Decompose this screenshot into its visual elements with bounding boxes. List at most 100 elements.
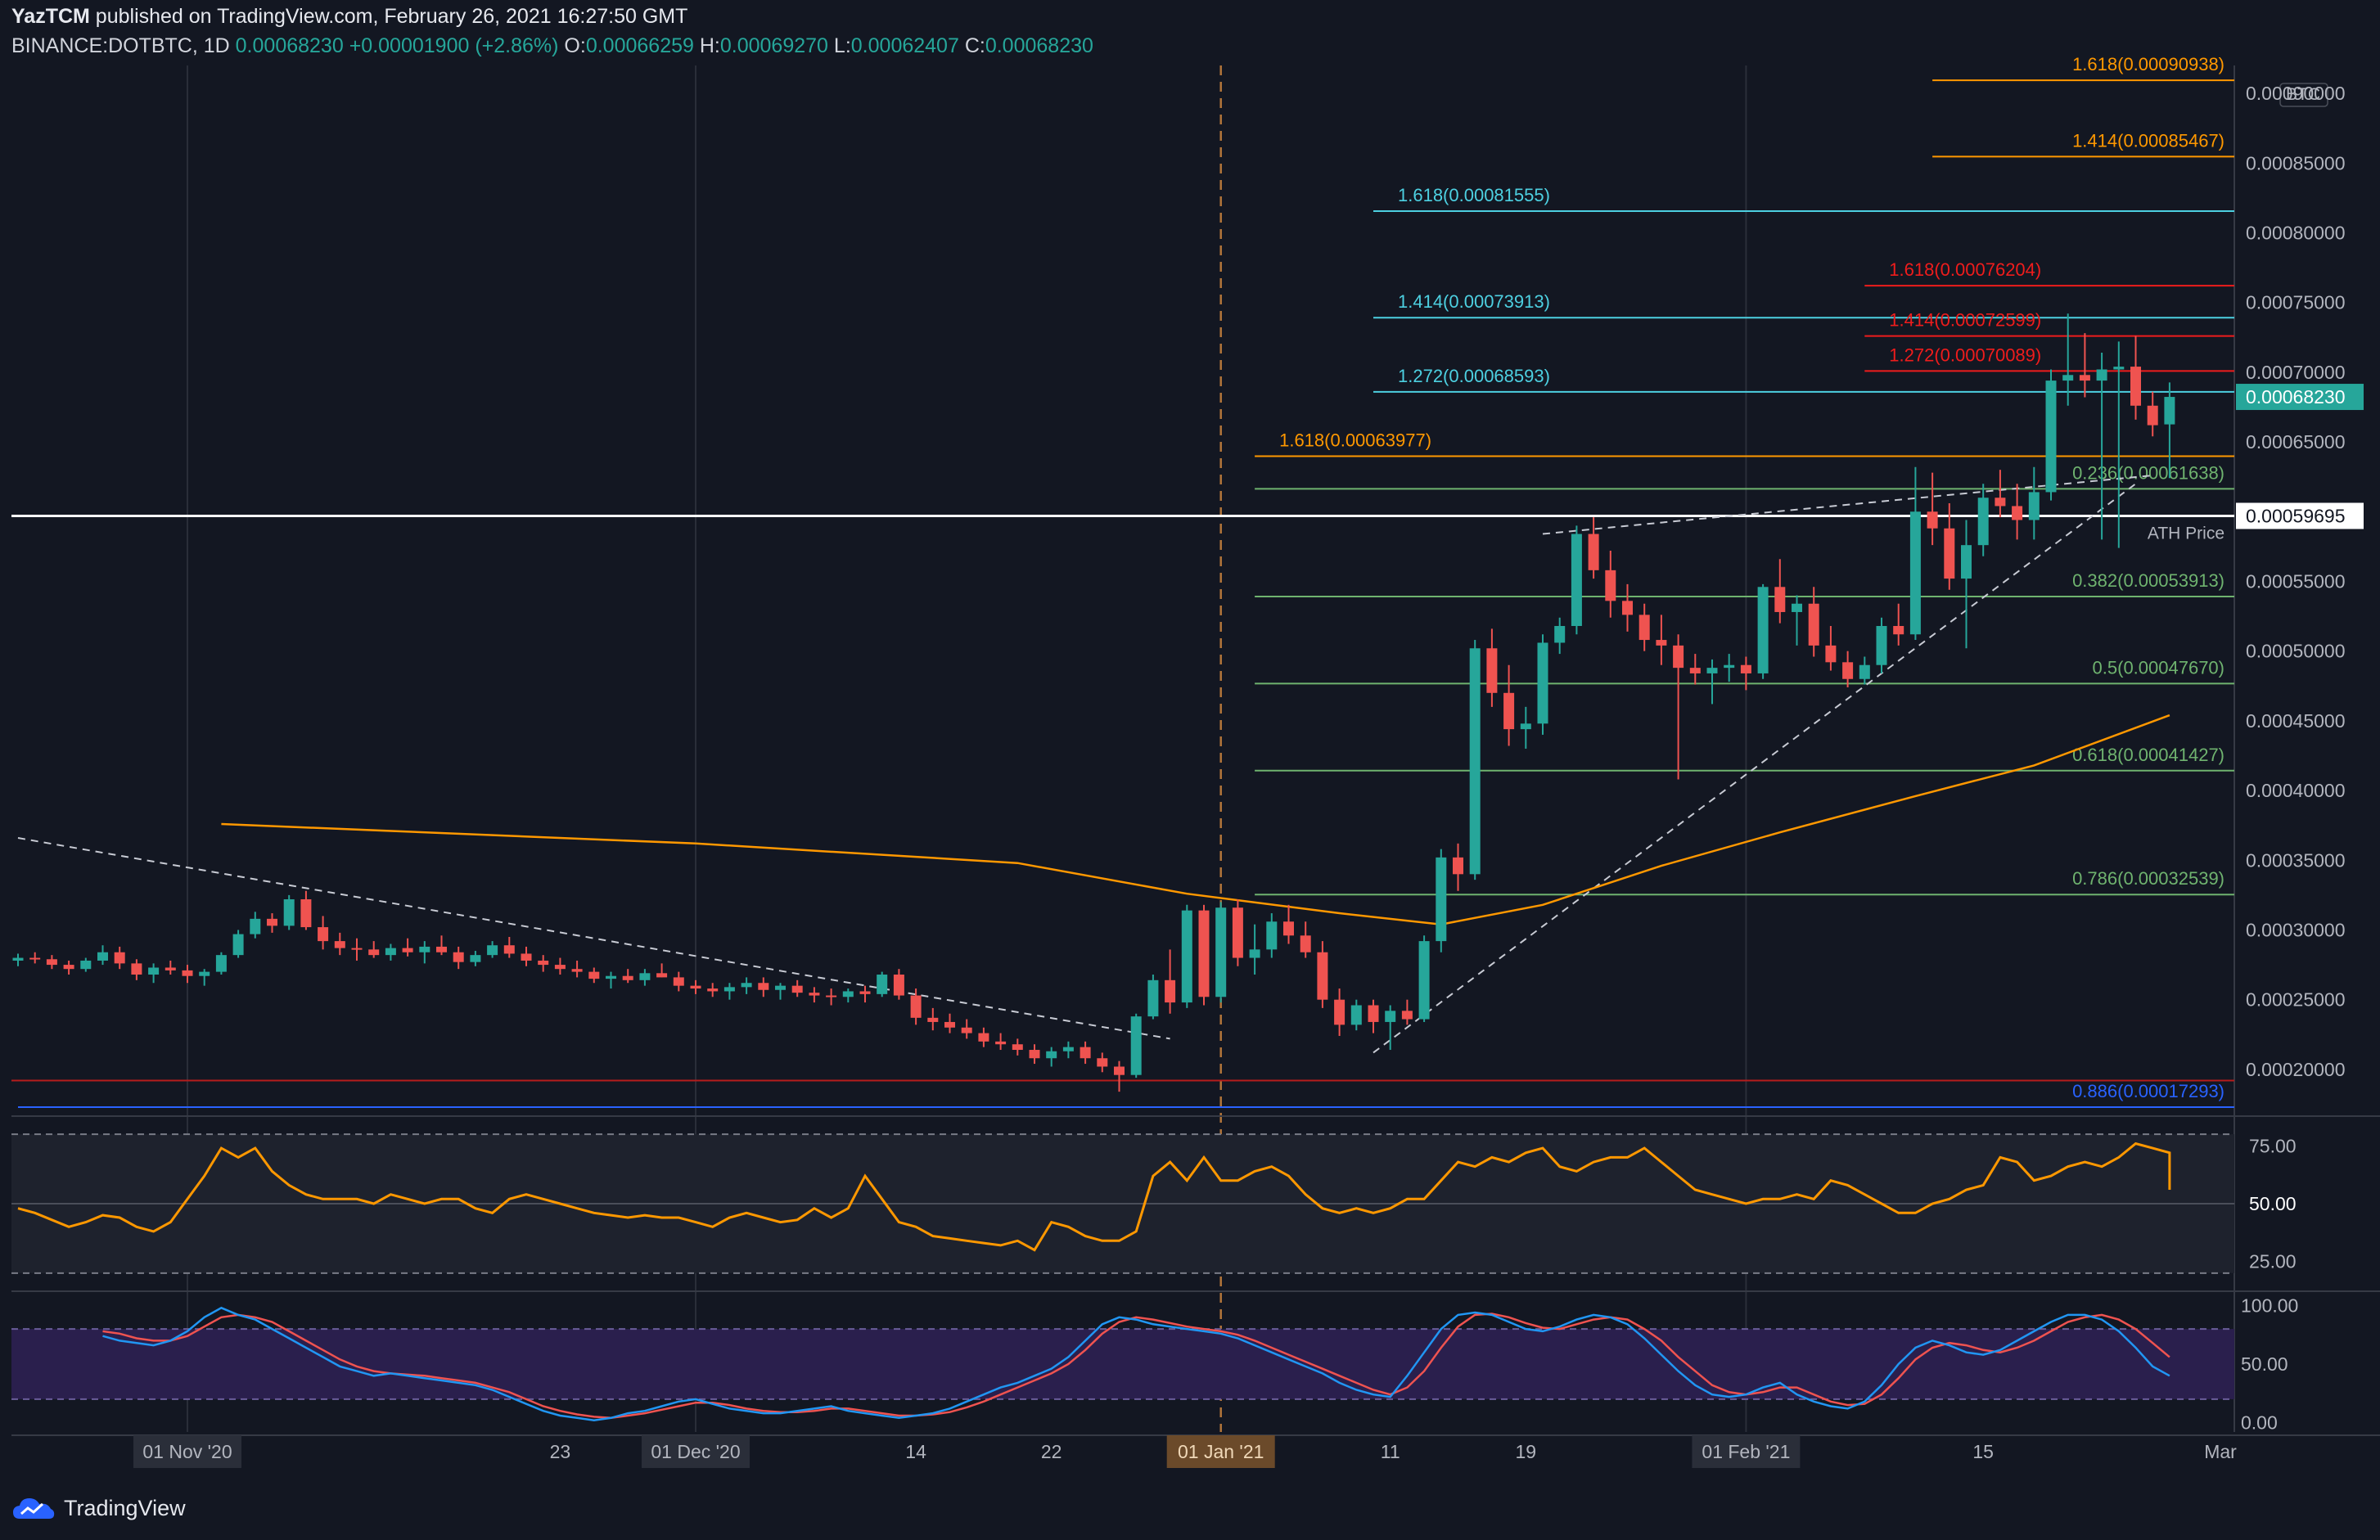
- candle-body: [250, 918, 261, 934]
- candle: [1147, 975, 1159, 1020]
- candle: [114, 946, 125, 970]
- candle-body: [1266, 921, 1278, 950]
- candle-body: [1300, 935, 1311, 952]
- candle: [842, 988, 854, 1003]
- tradingview-brand[interactable]: TradingView: [11, 1494, 186, 1522]
- candle-body: [1215, 907, 1227, 997]
- candle: [1639, 603, 1650, 651]
- candle: [791, 979, 803, 997]
- candle: [131, 959, 142, 980]
- candle: [1757, 583, 1769, 679]
- candle-body: [131, 963, 142, 975]
- candle: [1469, 640, 1481, 880]
- candle: [1266, 913, 1278, 958]
- candle-body: [80, 960, 92, 970]
- candle-body: [791, 985, 803, 993]
- candle: [80, 957, 92, 972]
- candle: [538, 955, 549, 972]
- price-tick-label: 0.00090000: [2246, 83, 2346, 104]
- fib-level-label: 0.5(0.00047670): [2093, 657, 2224, 678]
- stoch-d-line: [102, 1313, 2170, 1420]
- candle-body: [1605, 570, 1616, 601]
- candle-body: [1147, 979, 1159, 1017]
- time-tick-box: [1692, 1435, 1801, 1468]
- candle-body: [1368, 1005, 1379, 1022]
- candle: [893, 969, 904, 1000]
- time-tick-box: [133, 1435, 241, 1468]
- rsi-last-tag: [2236, 1191, 2318, 1217]
- candle-body: [1757, 587, 1769, 673]
- candle-body: [368, 949, 380, 956]
- time-tick-label: 01 Feb '21: [1702, 1441, 1790, 1462]
- fib-level-label: 1.618(0.00090938): [2072, 54, 2224, 74]
- stoch-tick-label: 0.00: [2241, 1412, 2278, 1434]
- candle-body: [859, 991, 871, 994]
- candle: [453, 946, 464, 970]
- candle-body: [1893, 626, 1904, 635]
- candle: [690, 979, 701, 994]
- candle: [2147, 391, 2158, 437]
- candle: [2079, 333, 2090, 398]
- candle: [1012, 1038, 1023, 1056]
- candle-body: [1995, 498, 2006, 507]
- price-tick-label: 0.00085000: [2246, 152, 2346, 173]
- candle-body: [385, 948, 396, 956]
- candle: [2130, 335, 2141, 420]
- candle-body: [2164, 397, 2175, 425]
- candle-body: [2096, 369, 2107, 381]
- candle-body: [826, 995, 837, 997]
- sma-line: [221, 714, 2170, 925]
- price-tick-label: 0.00080000: [2246, 222, 2346, 243]
- price-tick-label: 0.00025000: [2246, 989, 2346, 1011]
- candle-body: [1977, 498, 1989, 546]
- candle-body: [2147, 405, 2158, 426]
- candle-body: [1181, 910, 1192, 1003]
- candle: [2164, 382, 2175, 479]
- candle-body: [1114, 1066, 1125, 1075]
- candle-body: [758, 983, 769, 990]
- candle: [826, 988, 837, 1006]
- candle-body: [2045, 380, 2057, 493]
- candle-body: [2012, 506, 2023, 520]
- ath-price-text: ATH Price: [2148, 524, 2224, 543]
- candle-body: [1317, 952, 1328, 1000]
- candle-body: [1774, 587, 1786, 612]
- ath-price-tag-label: 0.00059695: [2246, 505, 2346, 526]
- candle: [1300, 921, 1311, 958]
- candle-body: [723, 987, 735, 992]
- candle-body: [419, 946, 430, 952]
- candle-body: [1520, 723, 1531, 730]
- candle: [944, 1013, 955, 1033]
- fib-level-label: 0.382(0.00053913): [2072, 570, 2224, 591]
- low-label: L:: [833, 34, 851, 57]
- candle-body: [1859, 664, 1870, 679]
- candle: [1571, 525, 1582, 635]
- candle: [639, 969, 651, 986]
- candle-body: [487, 945, 498, 956]
- candle: [859, 985, 871, 1003]
- candle-body: [1334, 999, 1346, 1025]
- rsi-tick-label: 75.00: [2249, 1135, 2297, 1156]
- time-tick-label: 01 Jan '21: [1178, 1441, 1264, 1462]
- high-value: 0.00069270: [719, 34, 828, 57]
- trendline: [1542, 474, 2153, 535]
- candle: [503, 937, 515, 958]
- candle-body: [318, 927, 329, 942]
- candle: [809, 987, 820, 1003]
- candle: [571, 960, 583, 978]
- candle-body: [554, 965, 566, 970]
- candle: [1317, 941, 1328, 1008]
- candle: [1334, 988, 1346, 1036]
- moving-average: [221, 714, 2170, 925]
- candle-body: [199, 971, 210, 976]
- candle-body: [2062, 375, 2074, 381]
- candle: [1249, 924, 1260, 975]
- candle: [46, 955, 57, 970]
- candle-body: [148, 967, 160, 975]
- candle: [470, 951, 481, 966]
- candle: [2012, 484, 2023, 540]
- candle: [1080, 1041, 1091, 1065]
- candle-body: [910, 995, 922, 1018]
- brand-name: TradingView: [64, 1495, 186, 1520]
